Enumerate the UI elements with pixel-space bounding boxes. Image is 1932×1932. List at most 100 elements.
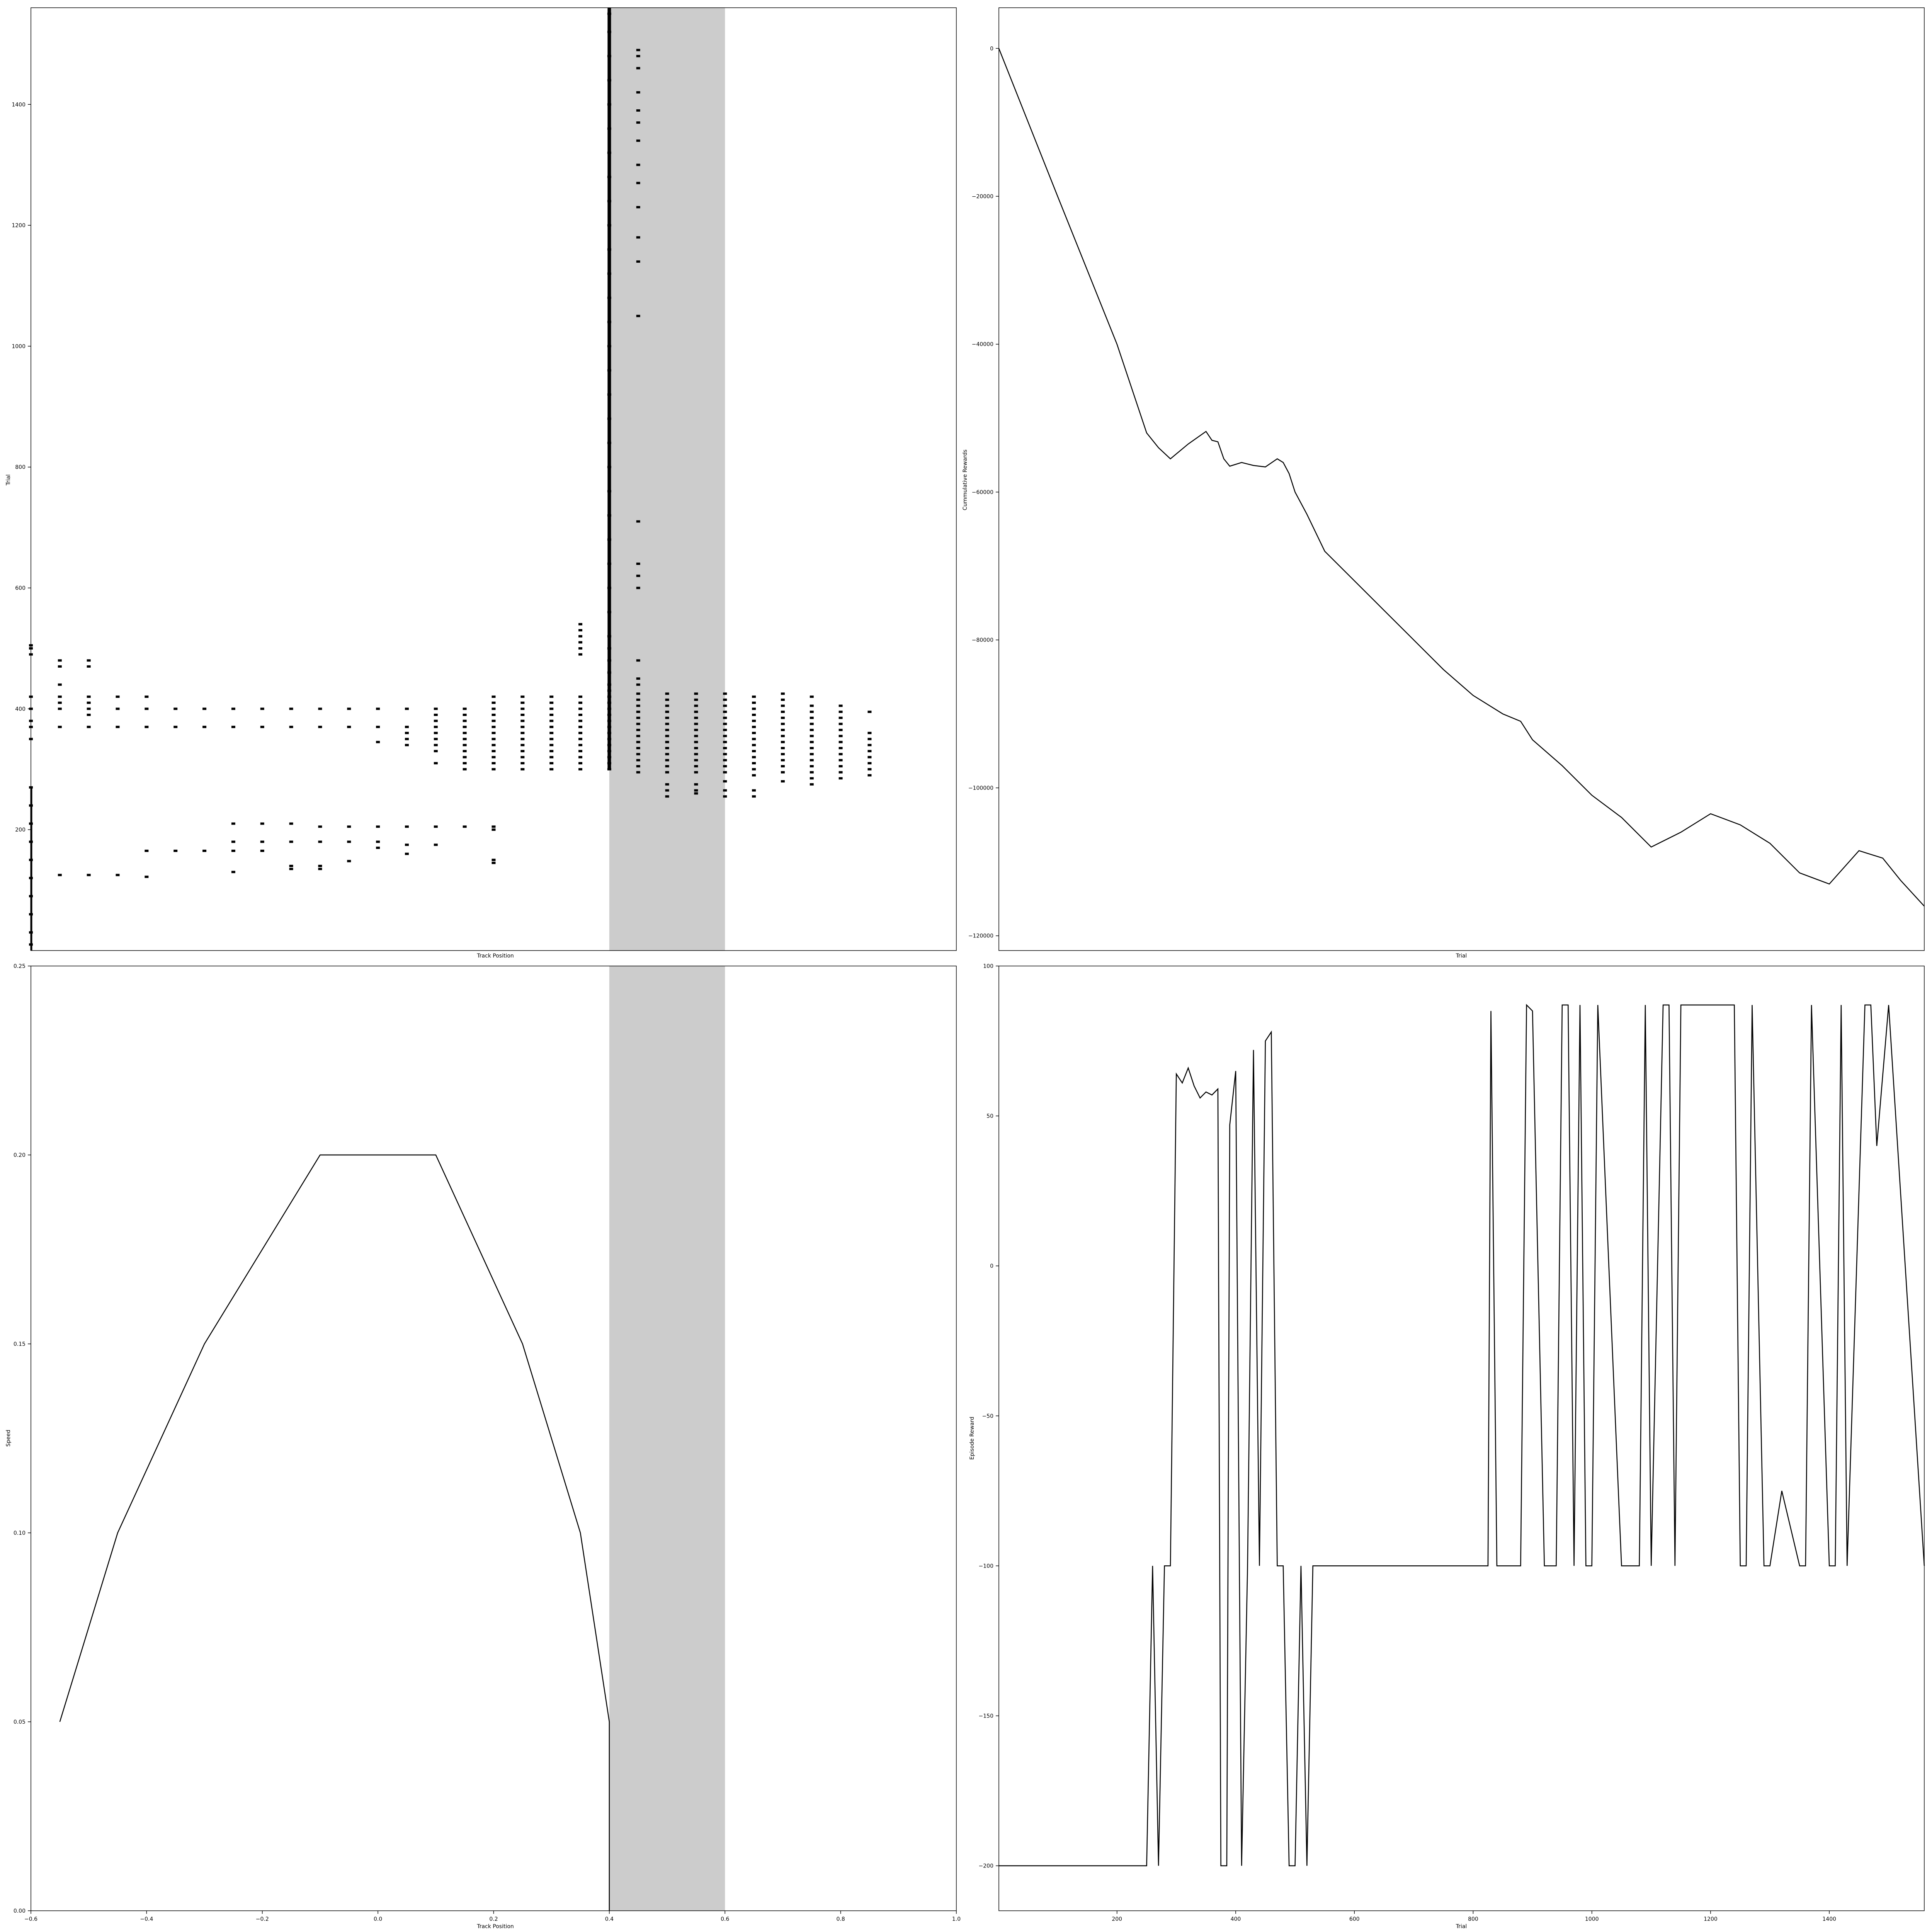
raster-mark bbox=[87, 701, 91, 704]
raster-mark bbox=[173, 707, 178, 710]
raster-mark bbox=[810, 723, 814, 725]
raster-mark bbox=[810, 729, 814, 731]
raster-mark bbox=[838, 777, 843, 780]
raster-mark bbox=[810, 759, 814, 762]
raster-mark bbox=[665, 704, 669, 707]
y-tick-label: −40000 bbox=[972, 342, 993, 348]
raster-mark bbox=[463, 756, 467, 759]
raster-mark bbox=[434, 825, 438, 828]
raster-mark bbox=[810, 783, 814, 786]
y-tick-label: 50 bbox=[986, 1113, 993, 1119]
raster-mark bbox=[723, 789, 727, 792]
raster-mark bbox=[810, 716, 814, 719]
episode-reward-panel: 100 50 0 −50 −100 −150 −200 200 400 600 800 1000 120… bbox=[969, 963, 1925, 1930]
raster-mark bbox=[636, 236, 640, 239]
raster-mark bbox=[260, 726, 264, 728]
x-tick-label: 400 bbox=[1231, 1916, 1241, 1922]
raster-mark bbox=[434, 726, 438, 728]
raster-mark bbox=[810, 704, 814, 707]
raster-mark bbox=[492, 756, 496, 759]
raster-mark bbox=[347, 840, 351, 843]
raster-mark bbox=[202, 726, 207, 728]
raster-mark bbox=[781, 759, 785, 762]
raster-mark bbox=[492, 731, 496, 734]
raster-mark bbox=[578, 696, 583, 698]
y-axis-label: Speed bbox=[5, 1430, 12, 1447]
raster-mark bbox=[723, 753, 727, 755]
raster-mark bbox=[231, 822, 235, 825]
y-tick-label: 0.05 bbox=[14, 1719, 26, 1725]
raster-mark bbox=[752, 744, 756, 747]
raster-mark bbox=[838, 759, 843, 762]
raster-mark bbox=[463, 707, 467, 710]
raster-mark bbox=[636, 163, 640, 166]
raster-mark bbox=[694, 741, 698, 743]
raster-mark bbox=[145, 849, 149, 852]
raster-mark bbox=[492, 825, 496, 828]
raster-mark bbox=[752, 701, 756, 704]
raster-mark bbox=[549, 731, 554, 734]
x-tick-label: 0.6 bbox=[721, 1916, 729, 1922]
y-tick-label: −100000 bbox=[968, 785, 993, 791]
raster-mark bbox=[260, 840, 264, 843]
raster-mark bbox=[289, 726, 293, 728]
x-tick-label: 0.8 bbox=[836, 1916, 845, 1922]
x-tick-label: 0.4 bbox=[605, 1916, 614, 1922]
y-axis-label: Cummulative Rewards bbox=[962, 449, 968, 510]
raster-mark bbox=[694, 792, 698, 795]
raster-mark bbox=[376, 707, 380, 710]
raster-mark bbox=[58, 874, 62, 876]
raster-mark bbox=[578, 653, 583, 656]
raster-mark bbox=[434, 719, 438, 722]
raster-mark bbox=[636, 139, 640, 142]
raster-mark bbox=[694, 753, 698, 755]
raster-mark bbox=[87, 696, 91, 698]
raster-mark bbox=[376, 825, 380, 828]
raster-mark bbox=[231, 707, 235, 710]
raster-mark bbox=[694, 698, 698, 701]
raster-mark bbox=[636, 49, 640, 51]
raster-mark bbox=[665, 716, 669, 719]
y-tick-label: −60000 bbox=[972, 489, 993, 495]
raster-mark bbox=[636, 206, 640, 209]
raster-mark bbox=[636, 55, 640, 58]
raster-mark bbox=[578, 714, 583, 716]
raster-mark bbox=[665, 783, 669, 786]
raster-mark bbox=[492, 744, 496, 747]
raster-mark bbox=[781, 741, 785, 743]
raster-mark bbox=[434, 707, 438, 710]
raster-mark bbox=[202, 707, 207, 710]
raster-mark bbox=[694, 704, 698, 707]
raster-mark bbox=[867, 744, 872, 747]
raster-mark bbox=[665, 711, 669, 713]
raster-mark bbox=[549, 707, 554, 710]
raster-mark bbox=[636, 562, 640, 565]
raster-mark bbox=[752, 774, 756, 777]
raster-mark bbox=[694, 747, 698, 750]
raster-mark bbox=[665, 759, 669, 762]
raster-mark bbox=[87, 665, 91, 668]
axes-frame bbox=[998, 966, 1925, 1911]
raster-mark bbox=[289, 865, 293, 867]
raster-mark bbox=[520, 701, 525, 704]
raster-mark bbox=[347, 726, 351, 728]
raster-mark bbox=[636, 67, 640, 70]
raster-mark bbox=[636, 711, 640, 713]
raster-mark bbox=[434, 738, 438, 740]
raster-mark bbox=[231, 726, 235, 728]
raster-mark bbox=[549, 701, 554, 704]
raster-mark bbox=[318, 865, 322, 867]
raster-mark bbox=[723, 711, 727, 713]
raster-mark bbox=[578, 731, 583, 734]
raster-mark bbox=[318, 867, 322, 870]
axes-frame bbox=[998, 7, 1925, 951]
raster-mark bbox=[434, 731, 438, 734]
raster-mark bbox=[520, 738, 525, 740]
raster-mark bbox=[636, 587, 640, 589]
raster-mark bbox=[752, 762, 756, 765]
raster-mark bbox=[781, 692, 785, 695]
x-tick-label: 1.0 bbox=[952, 1916, 961, 1922]
raster-mark bbox=[520, 726, 525, 728]
series-line bbox=[999, 1003, 1925, 1866]
raster-mark bbox=[578, 762, 583, 765]
